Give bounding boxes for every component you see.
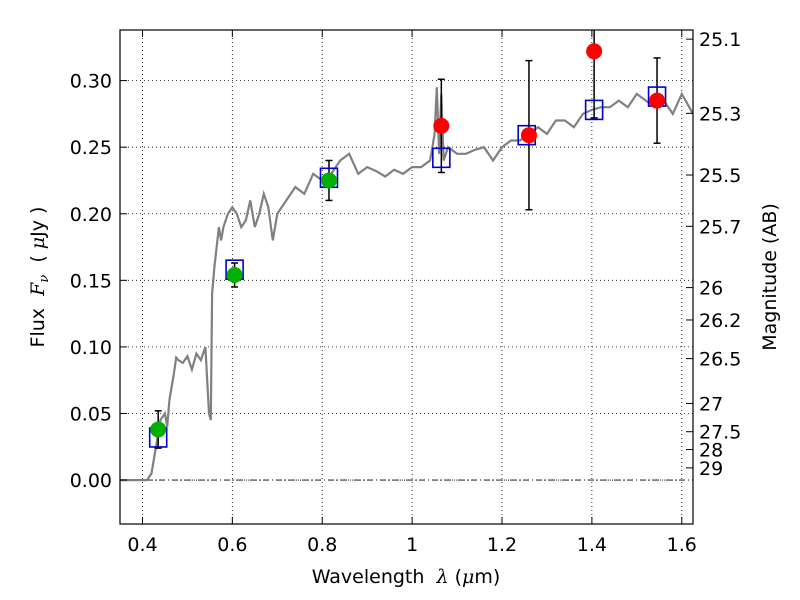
observed-flux-point bbox=[320, 172, 337, 189]
observed-flux-point bbox=[433, 117, 450, 134]
x-axis-label: Wavelength λ (μm) bbox=[312, 566, 501, 588]
observed-flux-point bbox=[226, 267, 243, 284]
magnitude-tick-label: 27.5 bbox=[699, 422, 741, 444]
y-tick-label: 0.05 bbox=[70, 403, 112, 425]
magnitude-tick-label: 28 bbox=[699, 440, 723, 462]
model-photometry-square bbox=[432, 147, 451, 169]
y-tick-label: 0.30 bbox=[70, 71, 112, 93]
observed-photometry-markers bbox=[150, 43, 666, 438]
magnitude-tick-label: 27 bbox=[699, 393, 723, 415]
y-tick-label: 0.00 bbox=[70, 470, 112, 492]
x-tick-label: 0.4 bbox=[127, 534, 157, 556]
x-axis-ticks: 0.4 0.6 0.8 1 1.2 1.4 1.6 bbox=[127, 30, 697, 556]
observed-flux-point bbox=[649, 92, 666, 109]
magnitude-tick-label: 25.7 bbox=[699, 216, 741, 238]
plot-frame bbox=[119, 29, 694, 525]
observed-flux-point bbox=[586, 43, 603, 60]
magnitude-tick-label: 29 bbox=[699, 458, 723, 480]
y-tick-label: 0.15 bbox=[70, 270, 112, 292]
model-photometry-markers bbox=[148, 86, 667, 448]
x-tick-label: 1 bbox=[406, 534, 418, 556]
observed-flux-point bbox=[150, 421, 167, 438]
y-tick-label: 0.20 bbox=[70, 204, 112, 226]
y-tick-label: 0.25 bbox=[70, 137, 112, 159]
x-tick-label: 0.6 bbox=[217, 534, 247, 556]
y-axis-ticks: 0.00 0.05 0.10 0.15 0.20 0.25 0.30 bbox=[70, 71, 127, 492]
magnitude-tick-label: 25.1 bbox=[699, 29, 741, 51]
magnitude-tick-label: 25.5 bbox=[699, 165, 741, 187]
observed-flux-point bbox=[520, 127, 537, 144]
magnitude-tick-label: 25.3 bbox=[699, 103, 741, 125]
y-tick-label: 0.10 bbox=[70, 337, 112, 359]
model-photometry-square bbox=[584, 99, 604, 121]
x-tick-label: 1.4 bbox=[577, 534, 607, 556]
y-axis-label: Flux Fν ( μJy ) bbox=[27, 207, 52, 348]
magnitude-tick-label: 26.2 bbox=[699, 310, 741, 332]
plot-background bbox=[120, 30, 693, 524]
x-tick-label: 1.6 bbox=[667, 534, 697, 556]
magnitude-tick-label: 26 bbox=[699, 278, 723, 300]
magnitude-tick-label: 26.5 bbox=[699, 349, 741, 371]
x-tick-label: 0.8 bbox=[307, 534, 337, 556]
x-tick-label: 1.2 bbox=[487, 534, 517, 556]
magnitude-axis-label: Magnitude (AB) bbox=[759, 203, 781, 351]
